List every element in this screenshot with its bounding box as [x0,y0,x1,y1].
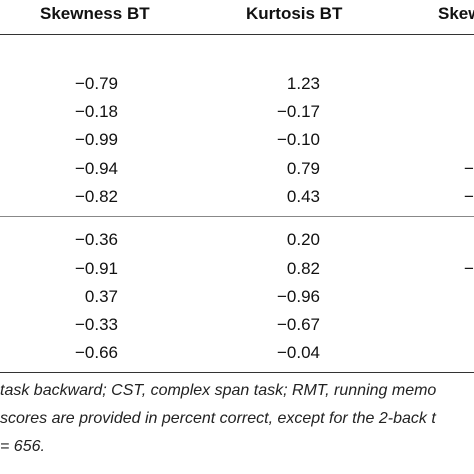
cell-skewness: −0.82 [74,187,118,206]
cell-clipped: − [464,259,474,278]
header-clipped-column: Skew [438,4,474,23]
group-separator-rule [0,216,474,217]
header-rule [0,34,474,35]
cell-skewness: −0.79 [74,74,118,93]
cell-kurtosis: −0.67 [276,315,320,334]
table-bottom-rule [0,372,474,373]
cell-kurtosis: −0.96 [276,287,320,306]
cell-kurtosis: −0.17 [276,102,320,121]
cell-kurtosis: −0.10 [276,130,320,149]
cell-skewness: −0.91 [74,259,118,278]
cell-skewness: −0.36 [74,230,118,249]
cell-kurtosis: 0.79 [286,159,320,178]
cell-skewness: −0.94 [74,159,118,178]
cell-skewness: −0.66 [74,343,118,362]
cell-kurtosis: 0.43 [286,187,320,206]
header-skewness-bt: Skewness BT [40,4,150,23]
cell-kurtosis: 0.82 [286,259,320,278]
header-kurtosis-bt: Kurtosis BT [246,4,343,23]
footnote-line-2: scores are provided in percent correct, … [0,410,436,427]
cell-clipped: − [464,187,474,206]
cell-clipped: − [464,159,474,178]
cell-kurtosis: 0.20 [286,230,320,249]
cell-skewness: −0.99 [74,130,118,149]
cell-skewness: −0.33 [74,315,118,334]
cell-skewness: 0.37 [84,287,118,306]
cell-skewness: −0.18 [74,102,118,121]
footnote-line-3: = 656. [0,438,45,455]
footnote-line-1: task backward; CST, complex span task; R… [0,382,437,399]
cell-kurtosis: 1.23 [286,74,320,93]
cell-kurtosis: −0.04 [276,343,320,362]
